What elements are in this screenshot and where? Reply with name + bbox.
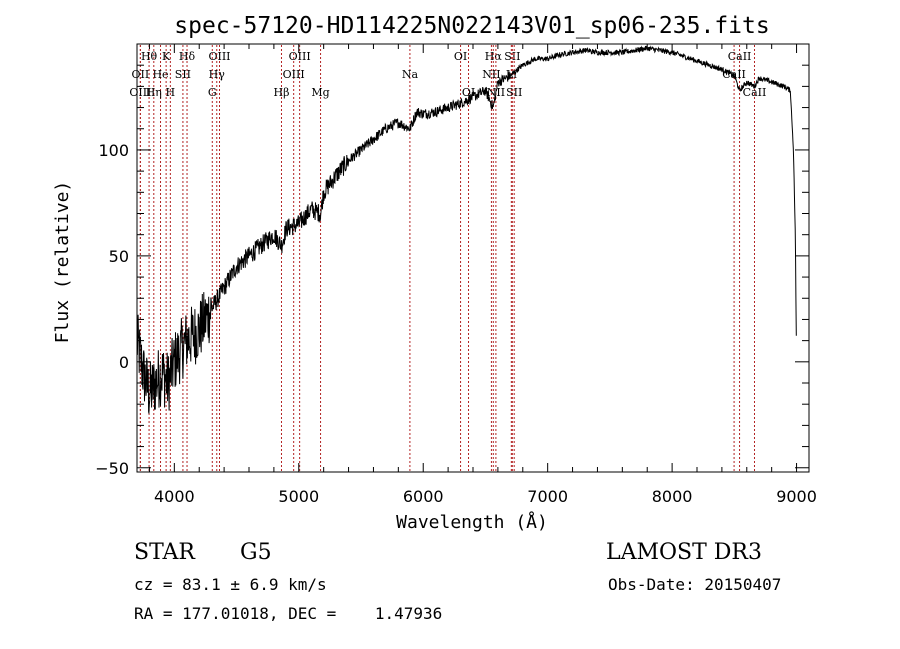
x-tick-label-4: 8000	[652, 487, 693, 506]
line-marker-label-6: SII	[175, 68, 191, 81]
redshift-line: cz = 83.1 ± 6.9 km/s	[134, 575, 327, 594]
line-marker-label-13: OIII	[289, 50, 311, 63]
line-marker-label-8: Hδ	[179, 50, 196, 63]
line-marker-label-11: G	[208, 86, 217, 99]
y-axis-label: Flux (relative)	[52, 181, 73, 344]
y-tick-label-3: 100	[98, 141, 129, 160]
chart-title: spec-57120-HD114225N022143V01_sp06-235.f…	[174, 13, 769, 39]
line-marker-label-7: H	[166, 86, 176, 99]
obs-date: Obs-Date: 20150407	[608, 575, 782, 594]
line-marker-label-24: SII	[506, 86, 522, 99]
x-tick-label-5: 9000	[776, 487, 817, 506]
line-marker-label-19: Hα	[485, 50, 503, 63]
line-marker-label-20: SII	[504, 50, 520, 63]
survey-name: LAMOST DR3	[606, 540, 762, 565]
object-subclass: G5	[240, 540, 272, 565]
line-marker-label-16: Na	[402, 68, 419, 81]
line-marker-label-27: CaII	[743, 86, 767, 99]
x-axis-label: Wavelength (Å)	[396, 511, 548, 533]
y-tick-label-2: 50	[109, 247, 129, 266]
line-marker-label-0: Hθ	[141, 50, 158, 63]
axis-ticks: 4000 5000 6000 7000 8000 9000 −50 0 50 100	[95, 44, 817, 506]
coordinates: RA = 177.01018, DEC = 1.47936	[134, 604, 443, 623]
line-marker-label-10: Hγ	[209, 68, 226, 81]
x-tick-label-0: 4000	[154, 487, 195, 506]
flux-series-line	[136, 44, 797, 414]
line-marker-label-5: K	[162, 50, 171, 63]
y-tick-label-1: 0	[119, 353, 129, 372]
y-tick-label-0: −50	[95, 459, 129, 478]
x-tick-label-2: 6000	[403, 487, 444, 506]
line-marker-label-15: Mg	[311, 86, 329, 99]
line-marker-label-4: Hη	[146, 86, 162, 99]
line-marker-label-2: OIII	[129, 86, 151, 99]
line-marker-label-12: Hβ	[274, 86, 290, 99]
line-marker-label-3: He	[152, 68, 168, 81]
line-marker-label-21: NII	[482, 68, 500, 81]
line-marker-label-14: OIII	[283, 68, 305, 81]
x-tick-label-1: 5000	[278, 487, 319, 506]
line-marker-label-9: OIII	[208, 50, 230, 63]
line-marker-label-25: CaII	[728, 50, 752, 63]
line-marker-label-17: OI	[454, 50, 467, 63]
object-class: STAR	[134, 540, 195, 565]
x-tick-label-3: 7000	[527, 487, 568, 506]
